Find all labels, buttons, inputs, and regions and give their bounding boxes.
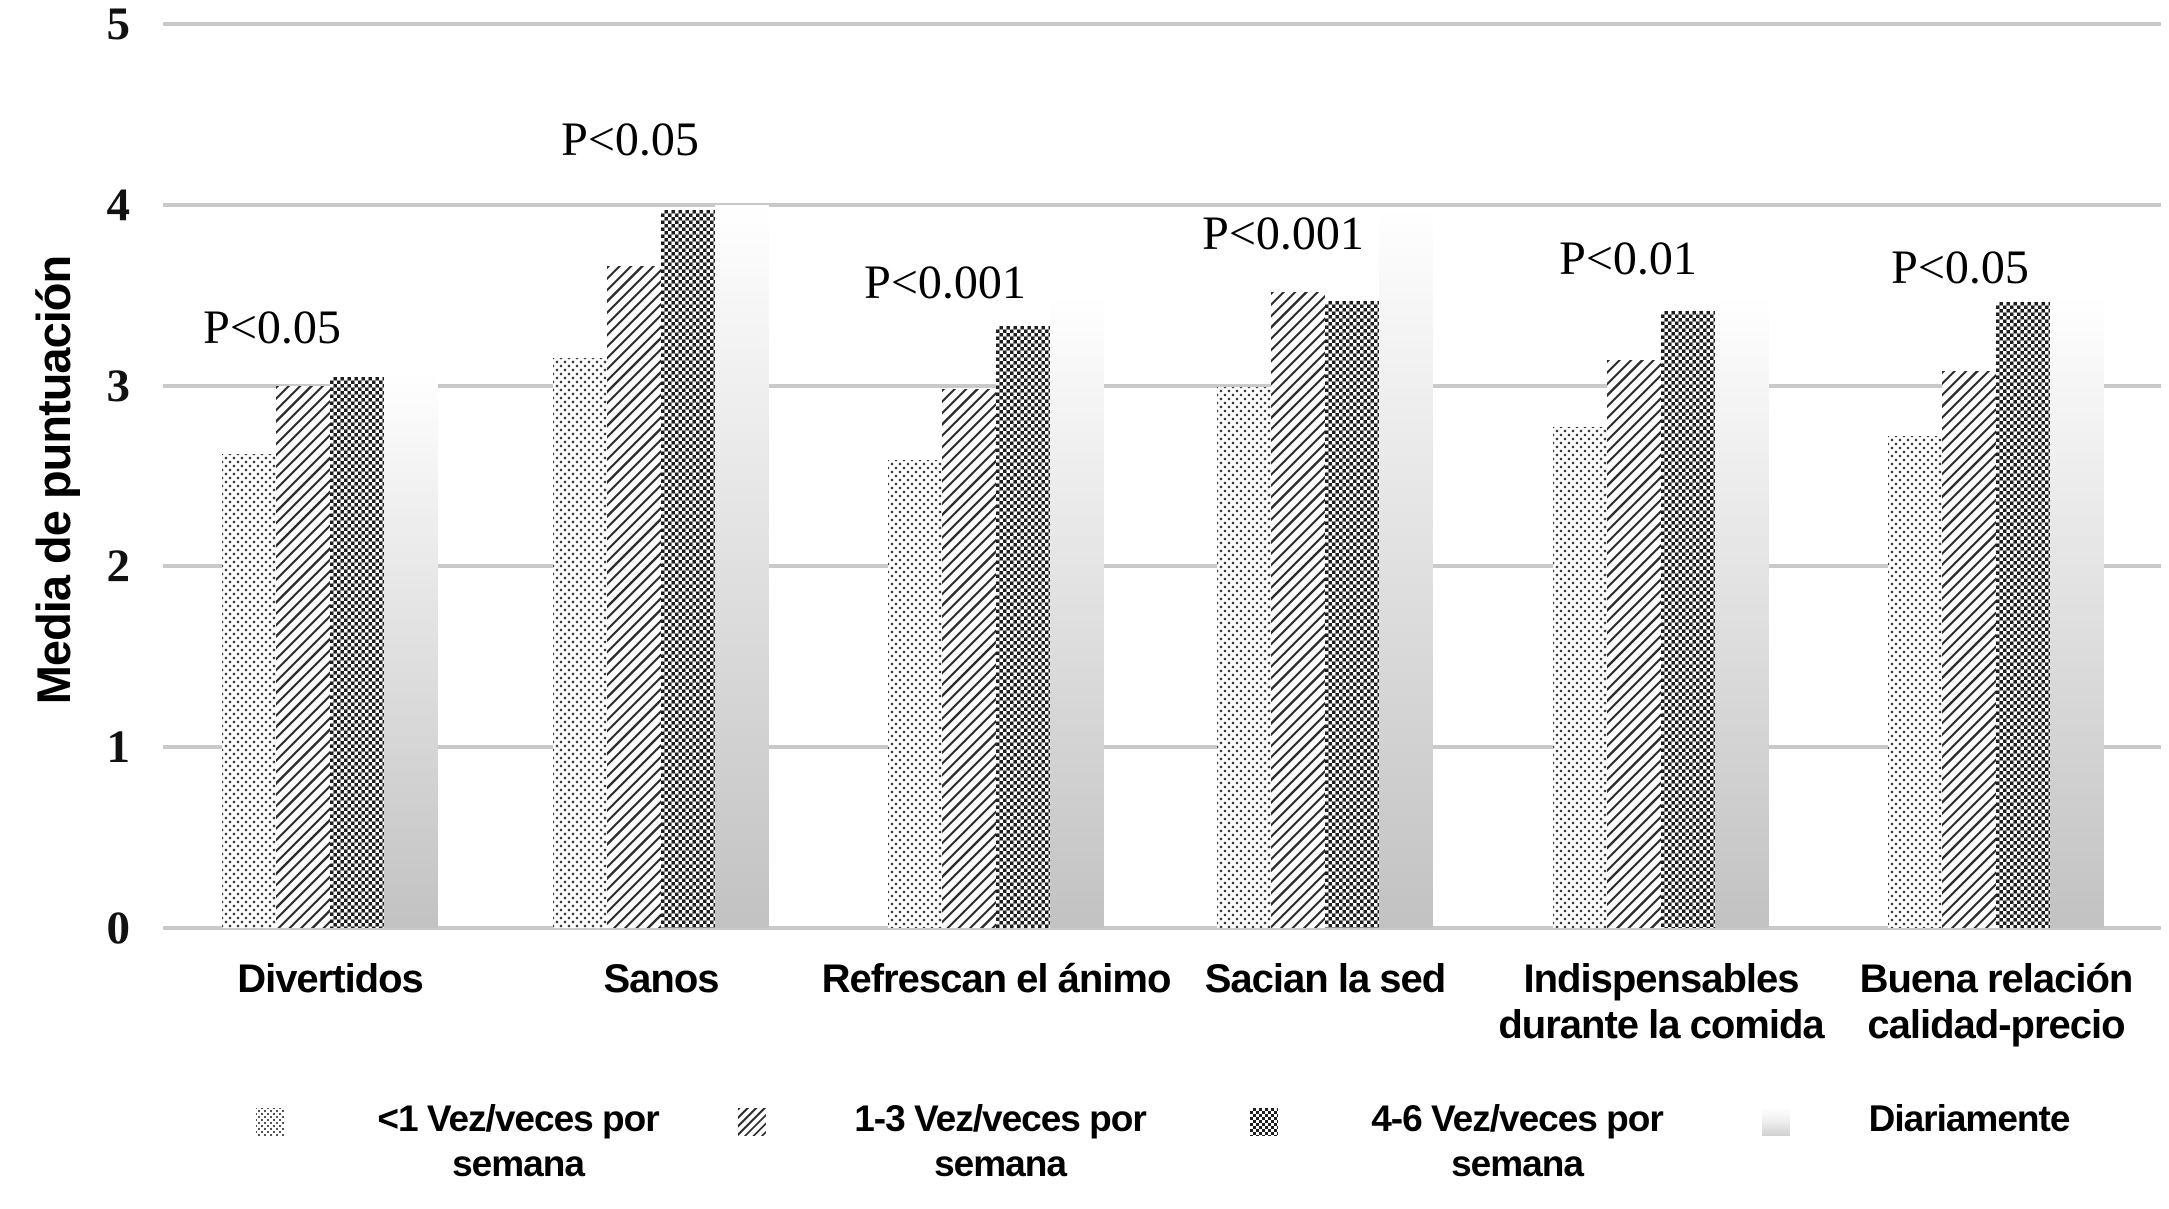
y-gridline [163, 202, 2161, 207]
bar-white-to-gray-gradient [384, 371, 438, 928]
legend-label-line: Diariamente [1868, 1098, 2071, 1139]
bar-diagonal-stripes [1942, 371, 1996, 928]
pvalue-annotation: P<0.01 [1559, 232, 1697, 285]
legend-item: 1-3 Vez/veces por semana [738, 1096, 1220, 1186]
legend-label-line: semana [934, 1143, 1067, 1184]
y-gridline [163, 745, 2161, 750]
bar-white-to-gray-gradient [715, 204, 769, 928]
bar-diagonal-stripes [1271, 291, 1325, 928]
bar-diagonal-stripes [276, 385, 330, 928]
bar-checkerboard [1661, 311, 1715, 928]
legend-label-line: 4-6 Vez/veces por [1371, 1098, 1664, 1139]
category-label-line: Refrescan el ánimo [821, 957, 1172, 1001]
bar-fine-dots [553, 358, 607, 928]
y-tick-label: 0 [106, 902, 131, 954]
category-label: Buena relación calidad-precio [1806, 956, 2169, 1048]
category-label-line: Indispensables [1523, 957, 1800, 1001]
bar-white-to-gray-gradient [1050, 295, 1104, 928]
y-tick-label: 4 [106, 178, 131, 231]
legend-swatch-fine-dots [256, 1108, 284, 1136]
legend-label-line: semana [1451, 1143, 1584, 1184]
bar-white-to-gray-gradient [2050, 295, 2104, 928]
bar-fine-dots [1888, 436, 1942, 928]
pvalue-annotation: P<0.001 [1202, 207, 1364, 260]
category-label: Refrescan el ánimo [806, 956, 1186, 1002]
bar-checkerboard [1325, 300, 1379, 928]
category-label-line: calidad-precio [1867, 1003, 2125, 1047]
legend-label: <1 Vez/veces por semana [298, 1096, 738, 1186]
category-label-line: durante la comida [1498, 1003, 1824, 1047]
pvalue-annotation: P<0.001 [864, 256, 1026, 309]
bar-checkerboard [996, 325, 1050, 928]
bar-white-to-gray-gradient [1715, 295, 1769, 928]
bar-checkerboard [1996, 302, 2050, 928]
category-label: Divertidos [140, 956, 520, 1002]
legend-label: Diariamente [1804, 1096, 2134, 1141]
y-gridline [163, 22, 2161, 26]
legend-label-line: 1-3 Vez/veces por [854, 1098, 1147, 1139]
legend-swatch-white-to-gray-gradient [1762, 1108, 1790, 1136]
y-tick-label: 2 [106, 540, 131, 593]
legend-label-line: <1 Vez/veces por [377, 1098, 659, 1139]
bar-checkerboard [661, 210, 715, 928]
bar-fine-dots [222, 454, 276, 928]
pvalue-annotation: P<0.05 [203, 301, 341, 354]
legend-swatch-checkerboard [1250, 1108, 1278, 1136]
bar-fine-dots [1217, 387, 1271, 928]
legend-label: 1-3 Vez/veces por semana [780, 1096, 1220, 1186]
bar-checkerboard [330, 376, 384, 928]
pvalue-annotation: P<0.05 [1891, 241, 2029, 294]
legend-item: 4-6 Vez/veces por semana [1250, 1096, 1742, 1186]
y-gridline [163, 926, 2161, 930]
category-label: Sacian la sed [1135, 956, 1515, 1002]
y-tick-label: 3 [106, 359, 131, 412]
legend-swatch-diagonal-stripes [738, 1108, 766, 1136]
category-label: Indispensables durante la comida [1471, 956, 1851, 1048]
bar-diagonal-stripes [607, 266, 661, 928]
bar-diagonal-stripes [1607, 360, 1661, 928]
legend-item: Diariamente [1762, 1096, 2134, 1141]
bar-fine-dots [1553, 427, 1607, 928]
legend-label: 4-6 Vez/veces por semana [1292, 1096, 1742, 1186]
category-label-line: Sacian la sed [1204, 957, 1446, 1001]
y-tick-label: 1 [106, 721, 131, 774]
legend-item: <1 Vez/veces por semana [256, 1096, 738, 1186]
y-gridline [163, 564, 2161, 569]
bar-white-to-gray-gradient [1379, 208, 1433, 928]
bar-fine-dots [888, 459, 942, 928]
legend-label-line: semana [452, 1143, 585, 1184]
y-gridline [163, 383, 2161, 388]
category-label: Sanos [471, 956, 851, 1002]
category-label-line: Buena relación [1859, 957, 2134, 1001]
bar-diagonal-stripes [942, 389, 996, 928]
y-tick-label: 5 [106, 0, 131, 50]
category-label-line: Divertidos [237, 957, 424, 1001]
category-label-line: Sanos [603, 957, 719, 1001]
pvalue-annotation: P<0.05 [561, 113, 699, 166]
